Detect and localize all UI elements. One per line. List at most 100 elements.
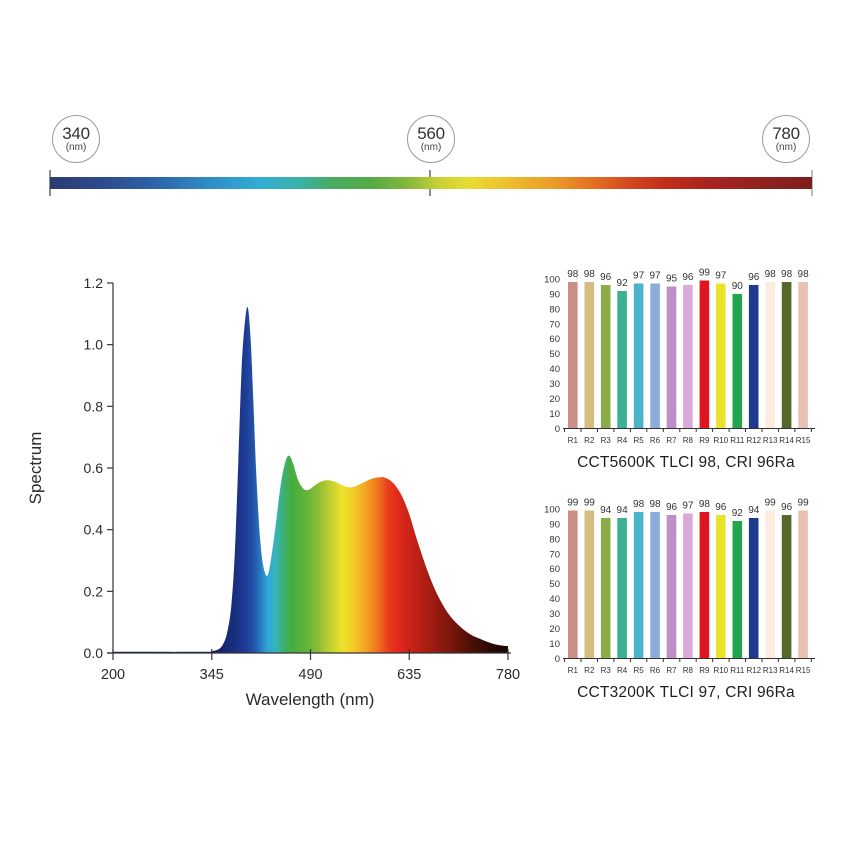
bar-category-label: R4 bbox=[617, 436, 628, 445]
bar-R1 bbox=[568, 282, 578, 429]
bar-value-label: 99 bbox=[765, 498, 777, 509]
wavelength-marker-780: 780 (nm) bbox=[762, 115, 810, 163]
tlci-chart-3200k: 0 10 20 30 40 50 60 70 80 90 100 99 R1 99 R2 94 R3 94 R4 98… bbox=[530, 485, 842, 710]
bar-R4 bbox=[617, 518, 627, 659]
spectrum-curve-area bbox=[113, 306, 508, 653]
wavelength-marker-560: 560 (nm) bbox=[407, 115, 455, 163]
bar-value-label: 92 bbox=[617, 278, 629, 289]
bar-category-label: R14 bbox=[779, 666, 794, 675]
bar-value-label: 97 bbox=[649, 271, 661, 282]
bar-y-tick-label: 30 bbox=[549, 609, 560, 620]
bar-R15 bbox=[798, 282, 808, 429]
y-tick-label: 0.2 bbox=[84, 583, 104, 599]
bar-y-tick-label: 20 bbox=[549, 394, 560, 405]
bar-category-label: R3 bbox=[601, 436, 612, 445]
bar-category-label: R5 bbox=[633, 666, 644, 675]
x-tick-label: 345 bbox=[200, 667, 224, 683]
bar-R5 bbox=[633, 512, 644, 659]
bar-category-label: R4 bbox=[617, 666, 628, 675]
marker-value: 780 bbox=[772, 123, 800, 143]
bar-y-tick-label: 70 bbox=[549, 549, 560, 560]
bar-y-tick-label: 80 bbox=[549, 304, 560, 315]
bar-y-tick-label: 60 bbox=[549, 564, 560, 575]
y-tick-label: 1.0 bbox=[84, 337, 104, 353]
spectrum-chart-section: Spectrum 0.0 0.2 0.4 0.6 0.8 1.0 1.2 200 345 490 6… bbox=[20, 270, 540, 720]
marker-unit: (nm) bbox=[65, 142, 87, 154]
bar-R12 bbox=[748, 285, 759, 429]
marker-value: 560 bbox=[417, 123, 445, 143]
x-tick-label: 200 bbox=[101, 667, 125, 683]
bar-value-label: 98 bbox=[567, 269, 579, 280]
bar-value-label: 96 bbox=[781, 502, 793, 513]
bar-category-label: R13 bbox=[763, 666, 778, 675]
bar-R11 bbox=[732, 521, 743, 659]
bar-y-tick-label: 10 bbox=[549, 639, 560, 650]
bar-value-label: 90 bbox=[732, 281, 744, 292]
bar-R7 bbox=[666, 515, 677, 659]
bar-value-label: 98 bbox=[699, 499, 711, 510]
bar-category-label: R2 bbox=[584, 436, 595, 445]
y-tick-label: 0.4 bbox=[84, 522, 104, 538]
bar-y-tick-label: 50 bbox=[549, 579, 560, 590]
bar-y-tick-label: 100 bbox=[544, 504, 560, 515]
bar-R1 bbox=[568, 510, 578, 659]
bar-category-label: R7 bbox=[666, 666, 677, 675]
tlci-3200k-title: CCT3200K TLCI 97, CRI 96Ra bbox=[577, 684, 795, 701]
bar-R9 bbox=[699, 280, 710, 429]
bar-category-label: R12 bbox=[746, 436, 761, 445]
bar-y-tick-label: 90 bbox=[549, 519, 560, 530]
bar-category-label: R12 bbox=[746, 666, 761, 675]
wavelength-marker-340: 340 (nm) bbox=[52, 115, 100, 163]
bar-category-label: R10 bbox=[713, 666, 728, 675]
bar-R9 bbox=[699, 512, 710, 659]
bar-value-label: 97 bbox=[633, 271, 645, 282]
scale-tick-780 bbox=[811, 170, 813, 196]
bar-category-label: R15 bbox=[796, 436, 811, 445]
bar-value-label: 98 bbox=[798, 269, 810, 280]
bar-R6 bbox=[650, 283, 660, 429]
x-tick-label: 780 bbox=[496, 667, 520, 683]
bar-category-label: R15 bbox=[796, 666, 811, 675]
bar-category-label: R1 bbox=[568, 436, 579, 445]
bar-value-label: 97 bbox=[682, 501, 694, 512]
bar-value-label: 98 bbox=[781, 269, 793, 280]
bar-y-tick-label: 80 bbox=[549, 534, 560, 545]
bar-category-label: R14 bbox=[779, 436, 794, 445]
bar-value-label: 94 bbox=[617, 505, 629, 516]
bar-value-label: 94 bbox=[600, 505, 612, 516]
bar-y-tick-label: 70 bbox=[549, 319, 560, 330]
bar-category-label: R6 bbox=[650, 436, 661, 445]
x-tick-label: 490 bbox=[298, 667, 322, 683]
bar-y-tick-label: 10 bbox=[549, 409, 560, 420]
bar-y-tick-label: 100 bbox=[544, 274, 560, 285]
bar-R14 bbox=[781, 282, 792, 429]
bar-R12 bbox=[748, 518, 759, 659]
bar-category-label: R5 bbox=[633, 436, 644, 445]
bar-category-label: R10 bbox=[713, 436, 728, 445]
bar-R8 bbox=[683, 513, 693, 659]
y-tick-label: 0.6 bbox=[84, 460, 104, 476]
bar-category-label: R7 bbox=[666, 436, 677, 445]
spectrum-x-axis-title: Wavelength (nm) bbox=[245, 690, 375, 709]
bar-value-label: 95 bbox=[666, 274, 678, 285]
x-tick-label: 635 bbox=[397, 667, 421, 683]
spectrum-scale-gradient-bar bbox=[50, 177, 812, 189]
bar-R2 bbox=[584, 510, 595, 659]
bar-value-label: 99 bbox=[584, 498, 596, 509]
bar-value-label: 96 bbox=[666, 502, 678, 513]
bar-value-label: 92 bbox=[732, 508, 744, 519]
bar-category-label: R6 bbox=[650, 666, 661, 675]
y-tick-label: 1.2 bbox=[84, 275, 104, 291]
spectrum-y-axis-title: Spectrum bbox=[26, 431, 45, 505]
marker-unit: (nm) bbox=[420, 142, 442, 154]
bar-y-tick-label: 0 bbox=[555, 654, 560, 665]
bar-category-label: R11 bbox=[730, 436, 745, 445]
bar-R13 bbox=[765, 282, 775, 429]
tlci-chart-5600k: 0 10 20 30 40 50 60 70 80 90 100 98 R1 98 R2 96 R3 92 R4 97… bbox=[530, 255, 842, 480]
bar-y-tick-label: 60 bbox=[549, 334, 560, 345]
bar-R7 bbox=[666, 286, 677, 429]
tlci-5600k-title: CCT5600K TLCI 98, CRI 96Ra bbox=[577, 454, 795, 471]
bar-value-label: 96 bbox=[600, 272, 612, 283]
bar-R15 bbox=[798, 510, 808, 659]
y-tick-label: 0.8 bbox=[84, 398, 104, 414]
